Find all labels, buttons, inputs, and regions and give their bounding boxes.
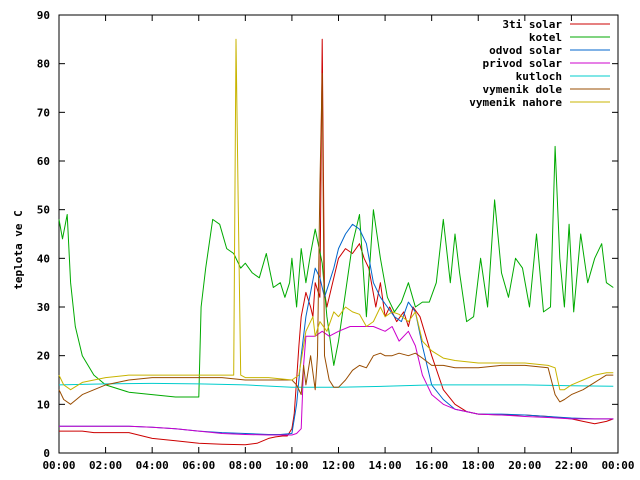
series-line-3ti-solar	[59, 38, 614, 446]
y-tick-label: 80	[37, 58, 50, 71]
series-line-kutloch	[58, 382, 614, 388]
series-line-odvod-solar	[59, 223, 614, 435]
x-tick-label: 18:00	[462, 459, 495, 472]
y-tick-label: 90	[37, 9, 50, 22]
legend-label: vymenik dole	[483, 83, 563, 96]
x-tick-label: 16:00	[415, 459, 448, 472]
y-tick-label: 70	[37, 106, 50, 119]
x-tick-label: 20:00	[508, 459, 541, 472]
x-tick-label: 02:00	[89, 459, 122, 472]
x-tick-label: 04:00	[136, 459, 169, 472]
legend-label: kutloch	[516, 70, 562, 83]
series-line-vymenik-nahore	[58, 38, 614, 391]
series-line-kotel	[58, 145, 614, 398]
x-tick-label: 10:00	[275, 459, 308, 472]
x-tick-label: 00:00	[601, 459, 634, 472]
y-axis-title: teplota ve C	[12, 210, 25, 289]
legend-label: privod solar	[483, 57, 563, 70]
legend-label: 3ti solar	[502, 18, 562, 31]
y-tick-label: 0	[43, 447, 50, 460]
y-tick-label: 60	[37, 155, 50, 168]
x-tick-label: 14:00	[369, 459, 402, 472]
y-tick-label: 50	[37, 204, 50, 217]
series-lines	[58, 38, 614, 446]
x-tick-label: 22:00	[555, 459, 588, 472]
y-tick-label: 10	[37, 398, 50, 411]
series-line-privod-solar	[59, 326, 614, 436]
series-line-vymenik-dole	[58, 72, 614, 405]
x-tick-label: 06:00	[182, 459, 215, 472]
legend-label: vymenik nahore	[469, 96, 562, 109]
y-tick-label: 30	[37, 301, 50, 314]
y-axis: 0 10 20 30 40 50 60 70 80 90	[37, 9, 618, 460]
x-tick-label: 08:00	[229, 459, 262, 472]
legend-label: odvod solar	[489, 44, 562, 57]
y-tick-label: 20	[37, 350, 50, 363]
y-tick-label: 40	[37, 252, 50, 265]
x-tick-label: 12:00	[322, 459, 355, 472]
legend-label: kotel	[529, 31, 562, 44]
x-tick-label: 00:00	[42, 459, 75, 472]
x-axis: 00:00 02:00 04:00 06:00 08:00 10:00 12:00 14:00…	[42, 15, 635, 472]
